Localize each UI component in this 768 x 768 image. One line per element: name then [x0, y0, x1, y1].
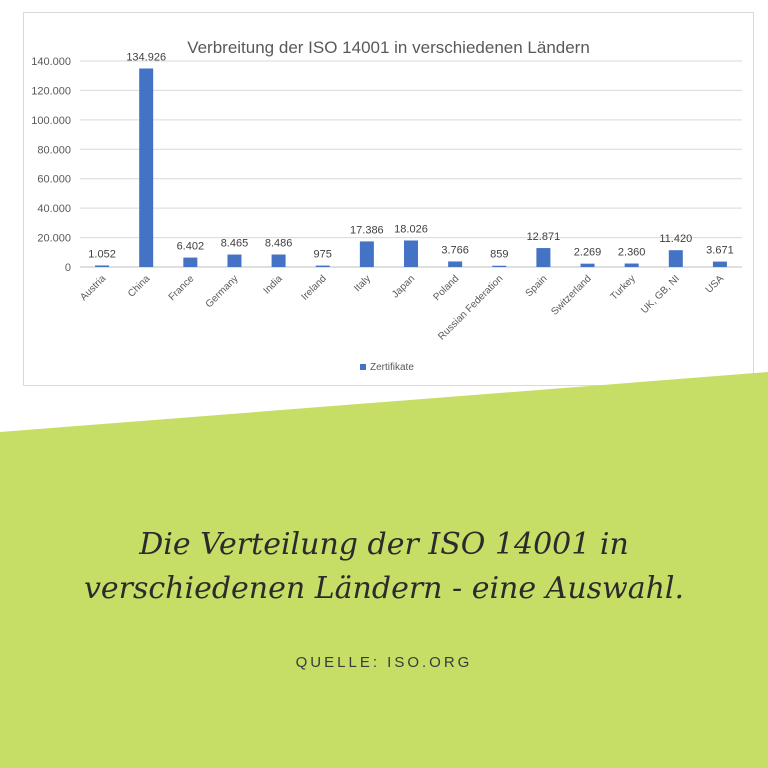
- bar: [668, 250, 683, 267]
- data-label: 2.269: [574, 247, 602, 259]
- y-tick-label: 20.000: [37, 233, 71, 245]
- y-tick-label: 0: [65, 262, 71, 274]
- data-label: 2.360: [618, 247, 646, 259]
- data-label: 859: [490, 249, 508, 261]
- bar: [271, 254, 286, 267]
- bar: [95, 265, 110, 267]
- legend-label: Zertifikate: [370, 362, 414, 373]
- bar: [624, 263, 639, 267]
- source-label: QUELLE: ISO.ORG: [295, 654, 473, 671]
- bar: [183, 257, 198, 267]
- data-label: 975: [314, 249, 332, 261]
- y-tick-label: 100.000: [31, 115, 71, 127]
- bar: [359, 241, 374, 267]
- y-tick-label: 140.000: [31, 56, 71, 68]
- data-label: 1.052: [88, 248, 116, 260]
- chart-title: Verbreitung der ISO 14001 in verschieden…: [187, 38, 590, 57]
- data-label: 18.026: [394, 223, 428, 235]
- bar: [492, 265, 507, 267]
- y-tick-label: 40.000: [37, 203, 71, 215]
- data-label: 3.766: [441, 244, 469, 256]
- bar: [448, 261, 463, 267]
- bar: [536, 248, 551, 267]
- data-label: 134.926: [126, 51, 166, 63]
- bar-chart: 0 20.000 40.000 60.000 80.000 100.000 120.000 1…: [31, 51, 742, 373]
- caption-line-2: verschiedenen Ländern - eine Auswahl.: [83, 571, 685, 606]
- legend-swatch: [360, 364, 366, 370]
- y-tick-label: 60.000: [37, 174, 71, 186]
- y-tick-label: 80.000: [37, 144, 71, 156]
- data-label: 12.871: [527, 231, 561, 243]
- bar: [712, 261, 727, 267]
- caption-line-1: Die Verteilung der ISO 14001 in: [139, 527, 629, 562]
- bar: [315, 265, 330, 267]
- data-label: 17.386: [350, 224, 384, 236]
- bar: [139, 68, 154, 267]
- bar: [404, 240, 418, 267]
- bar: [580, 263, 595, 267]
- data-label: 8.486: [265, 238, 293, 250]
- data-label: 11.420: [659, 233, 692, 245]
- data-label: 8.465: [221, 238, 249, 250]
- data-label: 6.402: [177, 241, 205, 253]
- data-label: 3.671: [706, 245, 734, 257]
- bar: [227, 254, 242, 267]
- y-tick-label: 120.000: [31, 85, 71, 97]
